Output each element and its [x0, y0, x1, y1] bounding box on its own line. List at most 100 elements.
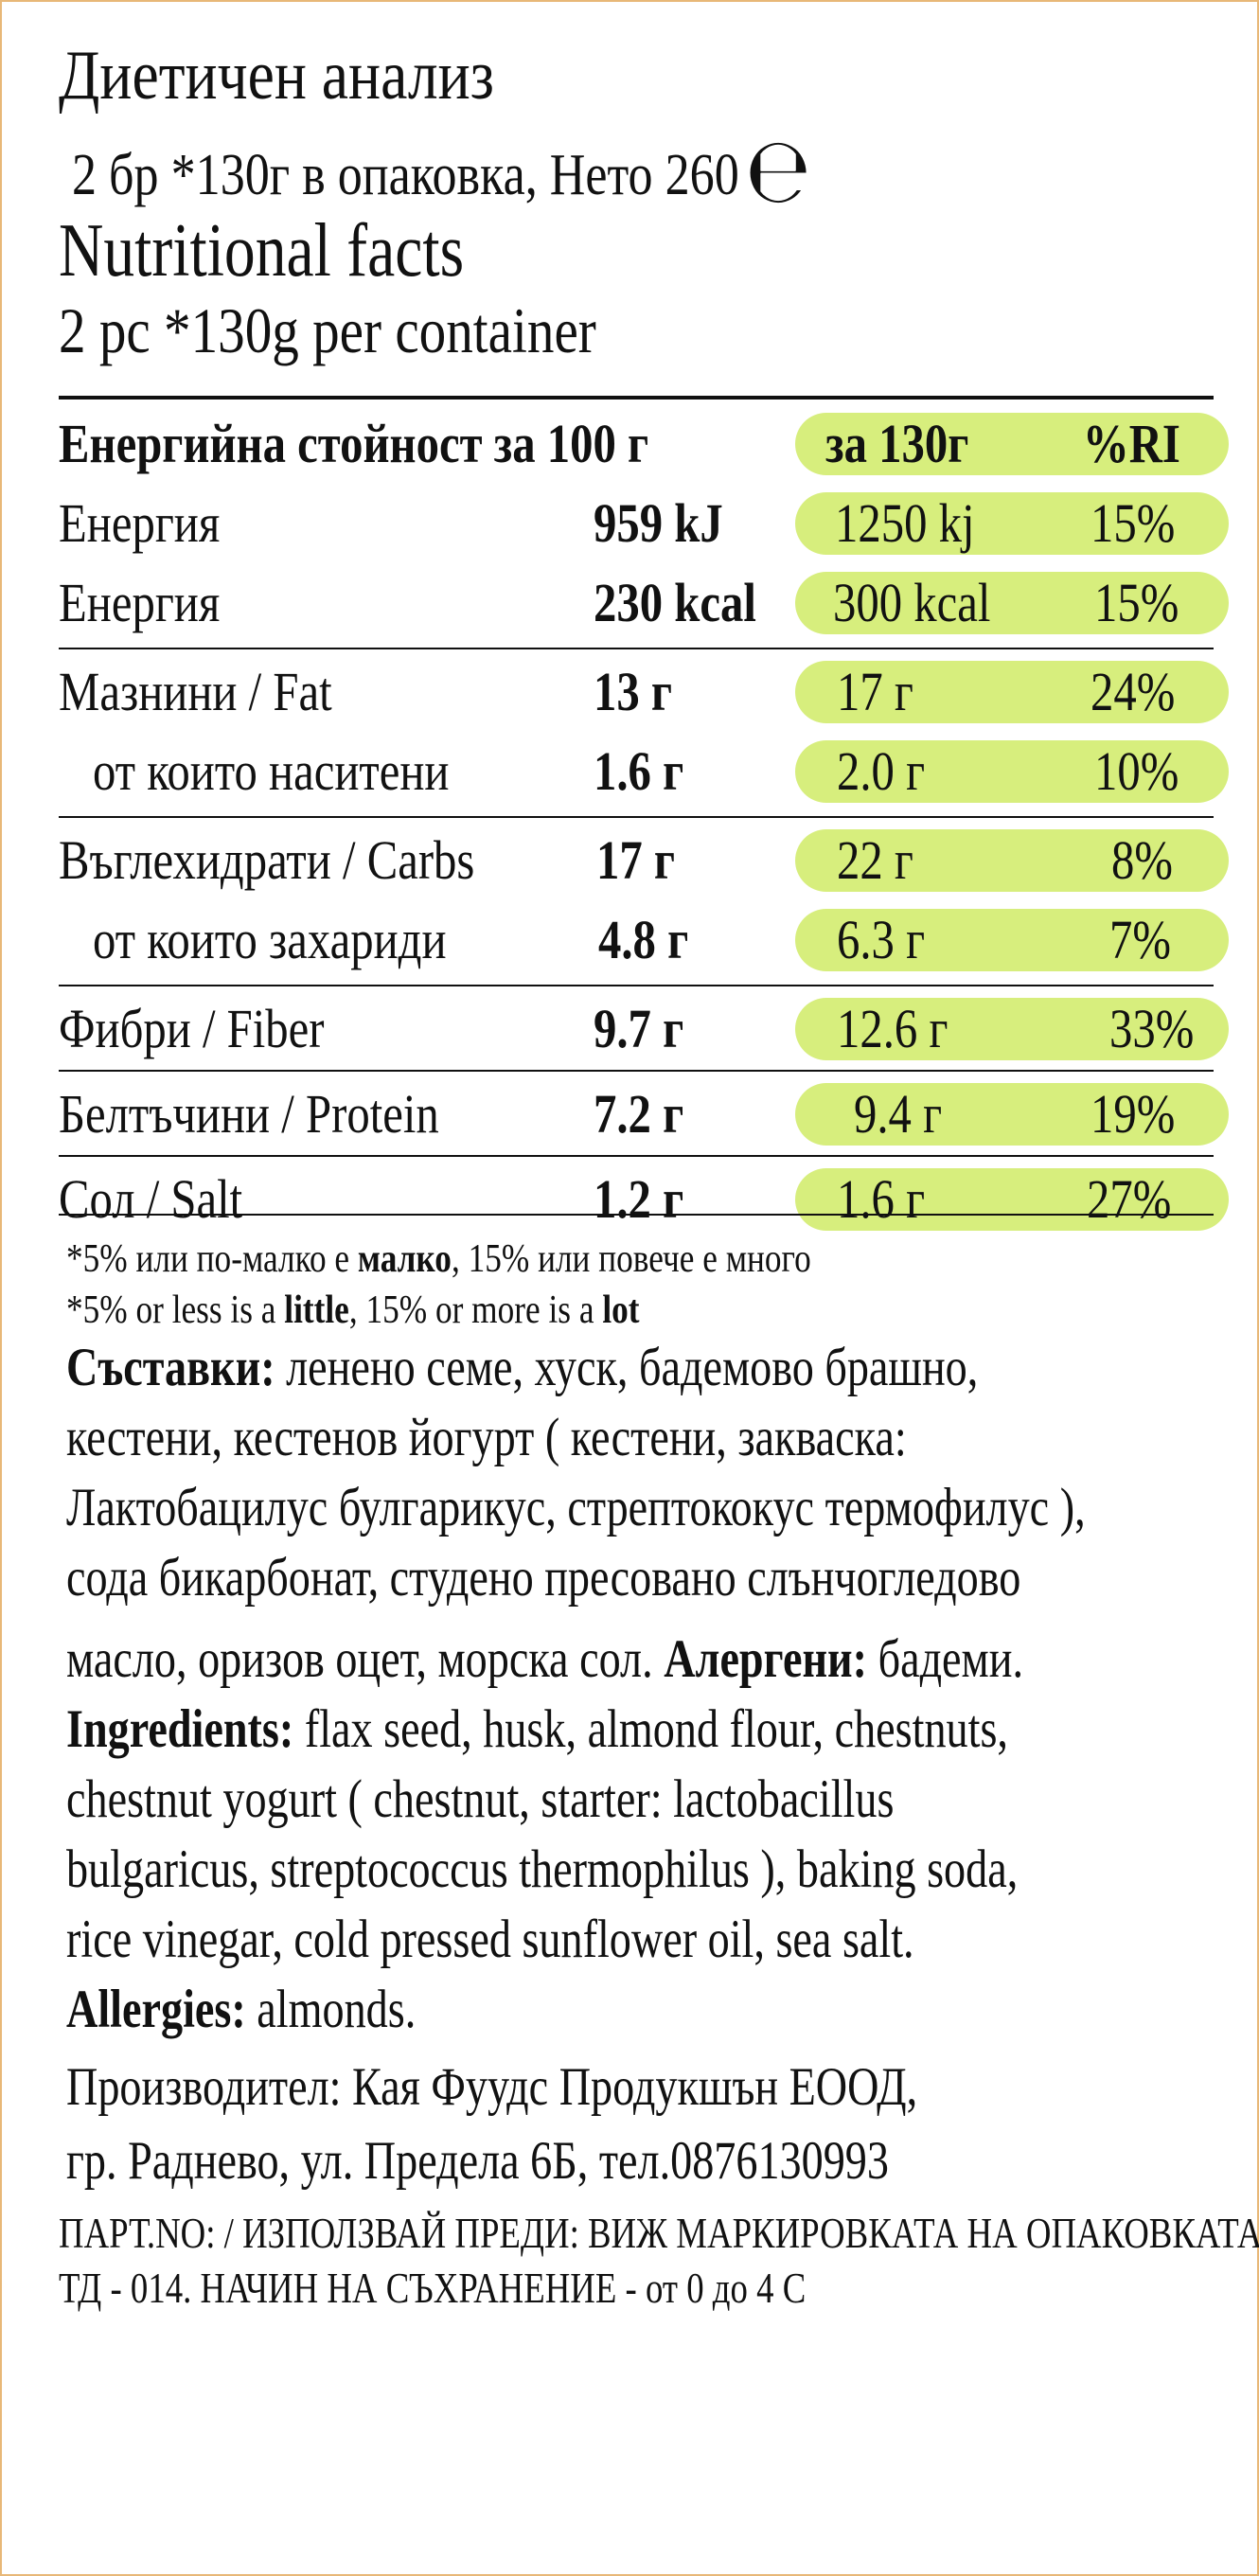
header-serving: за 130г — [825, 413, 969, 474]
row-ri: 8% — [1111, 829, 1173, 891]
row-value: 1.2 г — [594, 1168, 684, 1230]
allergies-text: almonds. — [245, 1980, 417, 2039]
row-value: 17 г — [596, 829, 676, 891]
ingredients-bg-line: Лактобацилус булгарикус, стрептококус те… — [66, 1478, 1086, 1537]
header-label: Енергийна стойност за 100 г — [59, 413, 649, 474]
title-en: Nutritional facts — [59, 209, 465, 293]
row-label: Фибри / Fiber — [59, 998, 325, 1059]
allergies-line: Allergies: almonds. — [66, 1982, 416, 2036]
highlight-pill — [795, 661, 1229, 723]
ingredients-bg-line: масло, оризов оцет, морска сол. Алергени… — [66, 1632, 1023, 1686]
table-rule — [59, 1155, 1214, 1157]
highlight-pill — [795, 1083, 1229, 1146]
row-value: 1.6 г — [594, 740, 684, 802]
row-serving: 1.6 г — [837, 1168, 926, 1230]
row-serving: 2.0 г — [837, 740, 926, 802]
row-label: от които наситени — [93, 740, 450, 802]
note-text: , 15% or more is a — [348, 1288, 603, 1332]
table-row: Сол / Salt 1.2 г 1.6 г 27% — [59, 1159, 1229, 1238]
row-label: Енергия — [59, 492, 221, 554]
table-rule — [59, 816, 1214, 818]
row-ri: 33% — [1109, 998, 1195, 1059]
row-ri: 10% — [1094, 740, 1179, 802]
ingredients-bg-line: Съставки: ленено семе, хуск, бадемово бр… — [66, 1341, 978, 1395]
row-ri: 15% — [1094, 572, 1179, 633]
highlight-pill — [795, 740, 1229, 803]
row-label: Сол / Salt — [59, 1168, 243, 1230]
row-label: от които захариди — [93, 909, 447, 970]
ingredients-en-heading: Ingredients: — [66, 1699, 294, 1759]
subtitle-bg: 2 бр *130г в опаковка, Нето 260℮ — [72, 125, 810, 216]
note-bold: lot — [602, 1288, 640, 1332]
ingredients-bg-heading: Съставки: — [66, 1338, 275, 1397]
row-value: 7.2 г — [594, 1083, 684, 1145]
row-serving: 1250 kj — [835, 492, 975, 554]
row-label: Белтъчини / Protein — [59, 1083, 439, 1145]
row-ri: 19% — [1091, 1083, 1176, 1145]
row-serving: 12.6 г — [837, 998, 949, 1059]
row-label: Енергия — [59, 572, 221, 633]
allergens-text: бадеми. — [867, 1629, 1024, 1689]
ingredients-bg-line: кестени, кестенов йогурт ( кестени, закв… — [66, 1408, 907, 1467]
note-bg: *5% или по-малко е малко, 15% или повече… — [66, 1236, 811, 1282]
table-rule — [59, 985, 1214, 986]
row-serving: 22 г — [837, 829, 913, 891]
producer-line: Производител: Кая Фуудс Продукшън ЕООД, — [66, 2057, 918, 2117]
table-rule — [59, 1070, 1214, 1072]
title-bg: Диетичен анализ — [59, 37, 494, 115]
table-bottom-rule — [59, 1214, 1214, 1216]
highlight-pill — [795, 413, 1229, 475]
table-row: от които захариди 4.8 г 6.3 г 7% — [59, 899, 1229, 979]
table-row: Енергия 230 kcal 300 kcal 15% — [59, 562, 1229, 642]
footer-line: ПАРТ.NO: / ИЗПОЛЗВАЙ ПРЕДИ: ВИЖ МАРКИРОВ… — [59, 2209, 1259, 2257]
ingredients-en-text: flax seed, husk, almond flour, chestnuts… — [293, 1699, 1008, 1759]
allergies-heading: Allergies: — [66, 1980, 246, 2039]
row-ri: 24% — [1091, 661, 1176, 722]
highlight-pill — [795, 492, 1229, 555]
highlight-pill — [795, 572, 1229, 634]
ingredients-bg-text: ленено семе, хуск, бадемово брашно, — [275, 1338, 979, 1397]
row-value: 230 kcal — [594, 572, 756, 633]
ingredients-en-line: Ingredients: flax seed, husk, almond flo… — [66, 1702, 1008, 1756]
table-top-rule — [59, 396, 1214, 400]
ingredients-en-line: chestnut yogurt ( chestnut, starter: lac… — [66, 1769, 895, 1829]
row-serving: 9.4 г — [854, 1083, 943, 1145]
footer-line: ТД - 014. НАЧИН НА СЪХРАНЕНИЕ - от 0 до … — [59, 2264, 807, 2312]
ingredients-bg-text: масло, оризов оцет, морска сол. — [66, 1629, 665, 1689]
subtitle-bg-text: 2 бр *130г в опаковка, Нето 260 — [72, 143, 739, 207]
row-ri: 15% — [1091, 492, 1176, 554]
producer-address: гр. Раднево, ул. Предела 6Б, тел.0876130… — [66, 2131, 889, 2191]
note-text: *5% or less is a — [66, 1288, 285, 1332]
highlight-pill — [795, 829, 1229, 892]
table-row: Фибри / Fiber 9.7 г 12.6 г 33% — [59, 988, 1229, 1068]
row-serving: 6.3 г — [837, 909, 926, 970]
subtitle-en: 2 pc *130g per container — [59, 294, 596, 366]
ingredients-en-line: rice vinegar, cold pressed sunflower oil… — [66, 1910, 914, 1969]
table-header-row: Енергийна стойност за 100 г за 130г %RI — [59, 403, 1229, 483]
highlight-pill — [795, 998, 1229, 1060]
row-value: 959 kJ — [594, 492, 723, 554]
row-serving: 17 г — [837, 661, 913, 722]
row-value: 9.7 г — [594, 998, 684, 1059]
table-rule — [59, 648, 1214, 649]
ingredients-bg-line: сода бикарбонат, студено пресовано слънч… — [66, 1548, 1021, 1608]
note-en: *5% or less is a little, 15% or more is … — [66, 1288, 640, 1333]
row-ri: 7% — [1109, 909, 1171, 970]
note-text: *5% или по-малко е — [66, 1237, 358, 1281]
table-row: Въглехидрати / Carbs 17 г 22 г 8% — [59, 820, 1229, 899]
estimated-sign-icon: ℮ — [745, 117, 811, 223]
row-ri: 27% — [1087, 1168, 1172, 1230]
note-text: , 15% или повече е много — [451, 1237, 811, 1281]
allergens-heading: Алергени: — [664, 1629, 868, 1689]
row-label: Мазнини / Fat — [59, 661, 332, 722]
ingredients-en-line: bulgaricus, streptococcus thermophilus )… — [66, 1839, 1019, 1899]
table-row: Мазнини / Fat 13 г 17 г 24% — [59, 651, 1229, 731]
row-label: Въглехидрати / Carbs — [59, 829, 475, 891]
note-bold: малко — [357, 1237, 452, 1281]
table-row: Белтъчини / Protein 7.2 г 9.4 г 19% — [59, 1074, 1229, 1153]
table-row: Енергия 959 kJ 1250 kj 15% — [59, 483, 1229, 562]
header-ri: %RI — [1083, 413, 1180, 474]
row-value: 4.8 г — [598, 909, 689, 970]
table-row: от които наситени 1.6 г 2.0 г 10% — [59, 731, 1229, 810]
